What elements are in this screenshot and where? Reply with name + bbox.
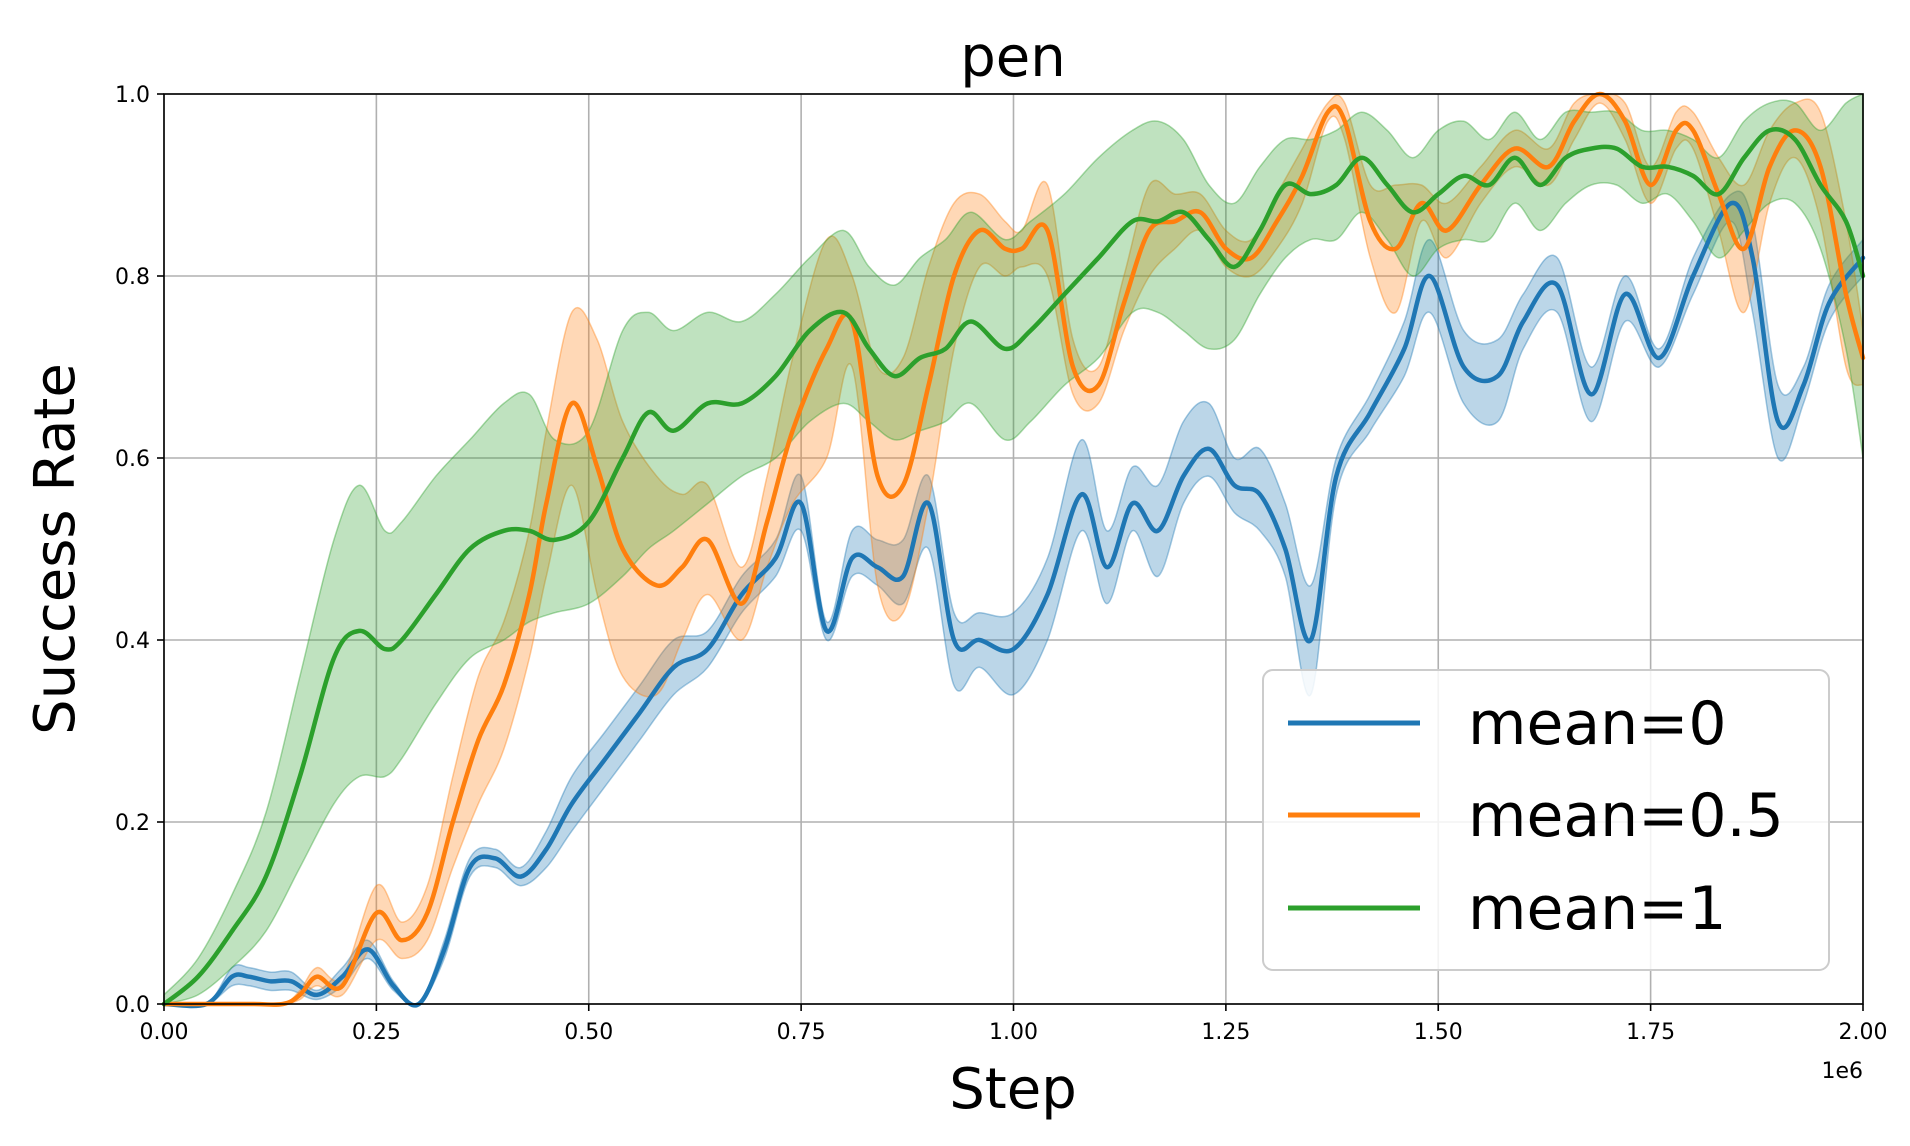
y-tick-label: 0.6 xyxy=(115,447,150,472)
x-axis-label: Step xyxy=(949,1057,1077,1122)
x-tick-label: 1.50 xyxy=(1414,1020,1463,1045)
y-tick-label: 1.0 xyxy=(115,83,150,108)
x-tick-label: 1.00 xyxy=(989,1020,1038,1045)
y-tick-label: 0.8 xyxy=(115,265,150,290)
chart-title: pen xyxy=(960,25,1066,90)
y-axis-ticks: 0.0 0.2 0.4 0.6 0.8 1.0 xyxy=(115,83,164,1018)
x-tick-label: 1.25 xyxy=(1201,1020,1250,1045)
legend-label-mean-0: mean=0 xyxy=(1468,689,1727,759)
series-lines xyxy=(161,91,1866,1009)
y-tick-label: 0.0 xyxy=(115,993,150,1018)
x-tick-label: 0.00 xyxy=(140,1020,189,1045)
band-mean-0-5 xyxy=(164,92,1864,1006)
y-tick-label: 0.2 xyxy=(115,811,150,836)
legend-label-mean-1: mean=1 xyxy=(1468,874,1727,944)
x-tick-label: 2.00 xyxy=(1839,1020,1888,1045)
y-axis-label: Success Rate xyxy=(23,363,88,735)
x-tick-label: 1.75 xyxy=(1626,1020,1675,1045)
x-axis-ticks: 0.00 0.25 0.50 0.75 1.00 1.25 1.50 1.75 2.00 xyxy=(140,1004,1888,1045)
x-axis-offset-label: 1e6 xyxy=(1821,1059,1863,1084)
line-mean-0 xyxy=(161,200,1866,1009)
line-mean-1 xyxy=(161,127,1866,1007)
legend-box xyxy=(1262,669,1830,971)
y-tick-label: 0.4 xyxy=(115,629,150,654)
x-tick-label: 0.25 xyxy=(352,1020,401,1045)
x-tick-label: 0.75 xyxy=(777,1020,826,1045)
x-tick-label: 0.50 xyxy=(564,1020,613,1045)
legend-label-mean-0-5: mean=0.5 xyxy=(1468,781,1784,851)
legend: mean=0 mean=0.5 mean=1 xyxy=(1262,669,1830,971)
line-mean-0-5 xyxy=(161,91,1866,1007)
